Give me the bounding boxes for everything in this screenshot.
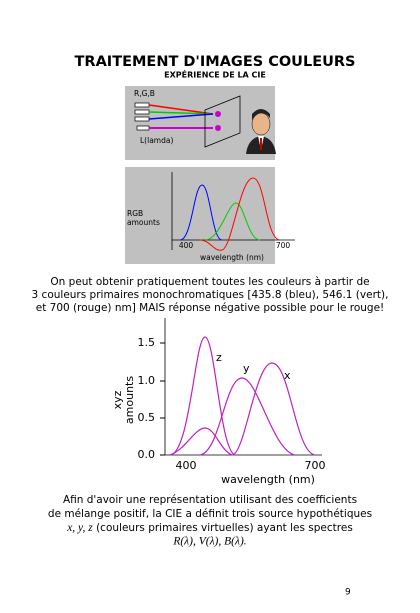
subtitle: EXPÉRIENCE DE LA CIE <box>164 69 266 80</box>
math: R(λ), V(λ), B(λ). <box>172 536 246 548</box>
tick-label: 0.0 <box>138 448 156 461</box>
axis-label: amounts <box>127 218 160 227</box>
paragraph-line: x, y, z (couleurs primaires virtuelles) … <box>66 522 353 534</box>
page-number: 9 <box>345 588 351 598</box>
tick-label: 1.0 <box>138 374 156 387</box>
math: x, y, z <box>66 522 93 534</box>
figure-xyz: 1.5 1.0 0.5 0.0 400 700 wavelength (nm) … <box>111 318 326 486</box>
tick-label: 700 <box>305 459 326 472</box>
curve-label: x <box>284 369 291 382</box>
tick-label: 0.5 <box>138 411 156 424</box>
curve-label: y <box>243 362 250 375</box>
tick-label: 1.5 <box>138 336 156 349</box>
axis-label: wavelength (nm) <box>200 253 264 262</box>
paragraph-line: On peut obtenir pratiquement toutes les … <box>50 276 369 288</box>
axis-label: wavelength (nm) <box>221 473 315 486</box>
text: (couleurs primaires virtuelles) ayant le… <box>93 522 353 534</box>
axis-label: RGB <box>127 209 143 218</box>
tick-label: 400 <box>179 241 194 250</box>
fig-label: R,G,B <box>134 89 155 98</box>
paragraph-line: Afin d'avoir une représentation utilisan… <box>63 494 357 506</box>
paragraph-line: 3 couleurs primaires monochromatiques [4… <box>32 289 389 301</box>
figure-setup: R,G,B L(lamda) <box>125 86 276 160</box>
fig-label: L(lamda) <box>140 136 173 145</box>
title: TRAITEMENT D'IMAGES COULEURS <box>75 54 356 70</box>
axis-label: amounts <box>123 376 136 424</box>
axis-label: xyz <box>111 390 124 409</box>
paragraph-line: de mélange positif, la CIE a définit tro… <box>48 508 372 520</box>
paragraph-line: et 700 (rouge) nm] MAIS réponse négative… <box>36 302 385 314</box>
curve-label: z <box>216 351 222 364</box>
tick-label: 700 <box>276 241 291 250</box>
figure-rgb: RGB amounts 400 700 wavelength (nm) <box>125 167 295 264</box>
tick-label: 400 <box>176 459 197 472</box>
